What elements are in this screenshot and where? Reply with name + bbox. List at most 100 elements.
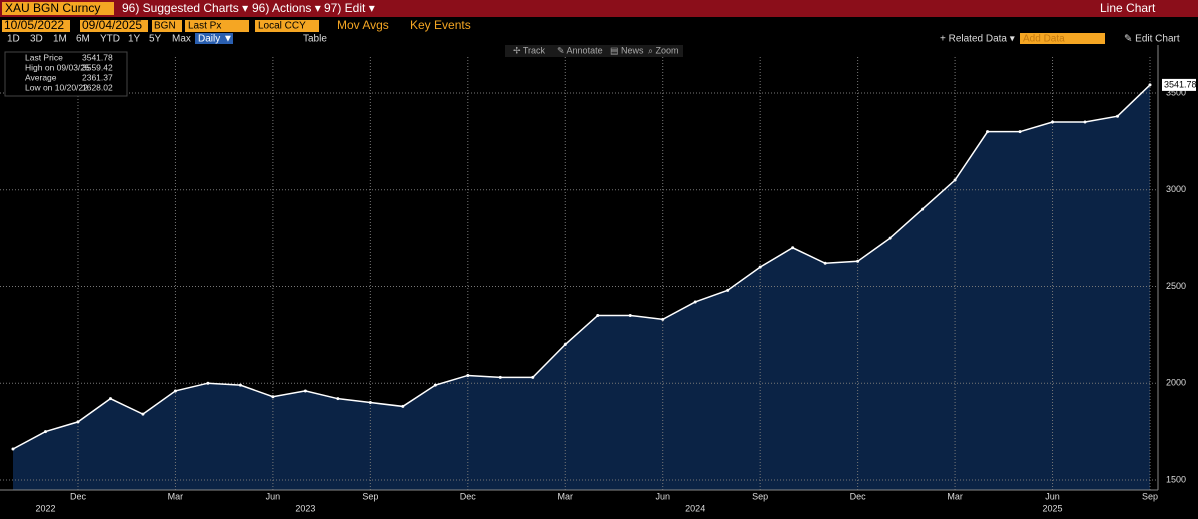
menu[interactable]: 96) Suggested Charts ▾ [122,1,248,15]
y-tick-label: 2000 [1166,378,1186,388]
x-tick-label: Dec [460,491,477,501]
legend-value: 3541.78 [82,52,113,62]
y-tick-label: 1500 [1166,474,1186,484]
point [206,381,210,385]
point [596,313,600,317]
add-data[interactable]: Add Data [1023,34,1065,45]
tool[interactable]: ⌕ Zoom [648,45,679,55]
x-tick-label: Jun [655,491,670,501]
y-tick-label: 3000 [1166,184,1186,194]
period-button[interactable]: 5Y [149,34,162,45]
point [758,265,762,269]
menu[interactable]: 97) Edit ▾ [324,1,375,15]
x-tick-label: Dec [850,491,867,501]
x-tick-label: Sep [1142,491,1158,501]
point [888,236,892,240]
point [856,259,860,263]
related-data[interactable]: + Related Data ▾ [940,34,1015,45]
legend-box [4,51,128,97]
currency[interactable]: Local CCY [258,21,306,32]
x-tick-label: Mar [168,491,184,501]
point [823,261,827,265]
field[interactable]: Last Px [188,21,221,32]
tool[interactable]: ✢ Track [513,45,546,55]
point [401,404,405,408]
table-button[interactable]: Table [303,34,327,45]
tool-bar [505,45,683,57]
x-tick-label: Dec [70,491,87,501]
period-button[interactable]: 3D [30,34,43,45]
area [13,84,1150,491]
end-date[interactable]: 09/04/2025 [82,18,142,32]
point [498,375,502,379]
legend-value: 1628.02 [82,82,113,92]
ticker[interactable]: XAU BGN Curncy [5,1,100,15]
legend-label: Average [25,72,57,82]
legend-value: 2361.37 [82,72,113,82]
date-field[interactable] [2,20,70,32]
point [1051,120,1055,124]
year-label: 2023 [295,503,315,513]
title-bar [0,0,1198,17]
date-field[interactable] [80,20,148,32]
x-tick-label: Sep [752,491,768,501]
point [368,401,372,405]
legend-label: Low on 10/20/22 [25,82,88,92]
last-price-label: 3541.78 [1164,79,1197,89]
x-tick-label: Mar [947,491,963,501]
point [466,373,470,377]
menu[interactable]: 96) Actions ▾ [252,1,321,15]
legend-label: High on 09/03/25 [25,62,90,72]
point [238,383,242,387]
tool[interactable]: ▤ News [610,45,644,55]
period-button[interactable]: Max [172,34,191,45]
period-button[interactable]: 6M [76,34,90,45]
tool[interactable]: ✎ Annotate [557,45,603,55]
point [791,246,795,250]
legend-value: 3559.42 [82,62,113,72]
point [1018,130,1022,134]
frequency[interactable]: Daily ▼ [198,34,233,45]
frequency-box[interactable] [195,33,233,44]
option[interactable]: Mov Avgs [337,18,389,32]
field-box[interactable] [185,20,249,32]
period-button[interactable]: YTD [100,34,120,45]
source[interactable]: BGN [154,21,176,32]
point [43,430,47,434]
start-date[interactable]: 10/05/2022 [4,18,64,32]
legend-label: Last Price [25,52,63,62]
edit-chart[interactable]: ✎ Edit Chart [1124,34,1180,45]
price-line [12,84,1151,450]
period-button[interactable]: 1D [7,34,20,45]
y-tick-label: 3500 [1166,87,1186,97]
point [1083,120,1087,124]
point [11,447,15,451]
point [921,207,925,211]
period-button[interactable]: 1Y [128,34,141,45]
point [953,178,957,182]
point [141,412,145,416]
point [628,313,632,317]
point [693,300,697,304]
last-price-box [1162,78,1196,91]
source-field[interactable] [152,20,182,32]
year-label: 2025 [1043,503,1063,513]
add-data-box[interactable] [1020,33,1105,44]
y-tick-label: 2500 [1166,281,1186,291]
option[interactable]: Key Events [410,18,471,32]
currency-box[interactable] [255,20,319,32]
point [336,397,340,401]
point [271,395,275,399]
ticker-box[interactable] [2,2,114,15]
point [1148,83,1152,87]
point [986,130,990,134]
point [726,288,730,292]
x-tick-label: Mar [558,491,574,501]
view-name[interactable]: Line Chart [1100,1,1156,15]
year-label: 2022 [35,503,55,513]
point [108,397,112,401]
x-tick-label: Jun [1045,491,1060,501]
point [661,317,665,321]
period-button[interactable]: 1M [53,34,67,45]
